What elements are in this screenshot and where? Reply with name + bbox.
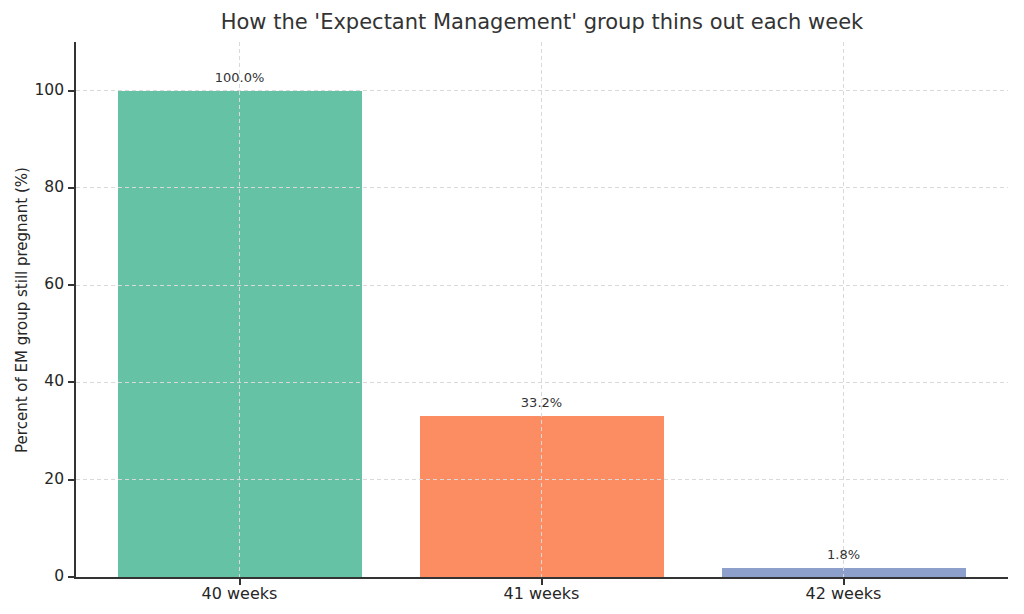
bar-chart-figure: How the 'Expectant Management' group thi… bbox=[0, 0, 1024, 614]
v-gridline bbox=[541, 42, 542, 577]
y-tick-mark bbox=[68, 381, 74, 383]
y-tick-mark bbox=[68, 576, 74, 578]
bar-value-label: 100.0% bbox=[215, 70, 265, 85]
y-tick-label: 60 bbox=[44, 275, 64, 293]
chart-title: How the 'Expectant Management' group thi… bbox=[76, 10, 1008, 34]
h-gridline bbox=[76, 285, 1008, 286]
h-gridline bbox=[76, 382, 1008, 383]
bar-value-label: 33.2% bbox=[521, 395, 562, 410]
y-tick-mark bbox=[68, 90, 74, 92]
bar-value-label: 1.8% bbox=[827, 547, 860, 562]
y-tick-label: 20 bbox=[44, 470, 64, 488]
y-tick-mark bbox=[68, 284, 74, 286]
y-tick-label: 80 bbox=[44, 178, 64, 196]
y-tick-label: 0 bbox=[54, 567, 64, 585]
plot-area: 100.0% 33.2% 1.8% bbox=[76, 42, 1008, 577]
y-axis-label: Percent of EM group still pregnant (%) bbox=[13, 167, 31, 453]
h-gridline bbox=[76, 187, 1008, 188]
y-axis-spine bbox=[74, 42, 76, 579]
v-gridline bbox=[843, 42, 844, 577]
y-tick-label: 100 bbox=[34, 81, 64, 99]
y-tick-mark bbox=[68, 479, 74, 481]
x-tick-label: 42 weeks bbox=[806, 584, 882, 603]
v-gridline bbox=[239, 42, 240, 577]
x-tick-label: 41 weeks bbox=[504, 584, 580, 603]
h-gridline bbox=[76, 90, 1008, 91]
h-gridline bbox=[76, 479, 1008, 480]
y-tick-mark bbox=[68, 187, 74, 189]
y-tick-label: 40 bbox=[44, 372, 64, 390]
x-tick-label: 40 weeks bbox=[202, 584, 278, 603]
